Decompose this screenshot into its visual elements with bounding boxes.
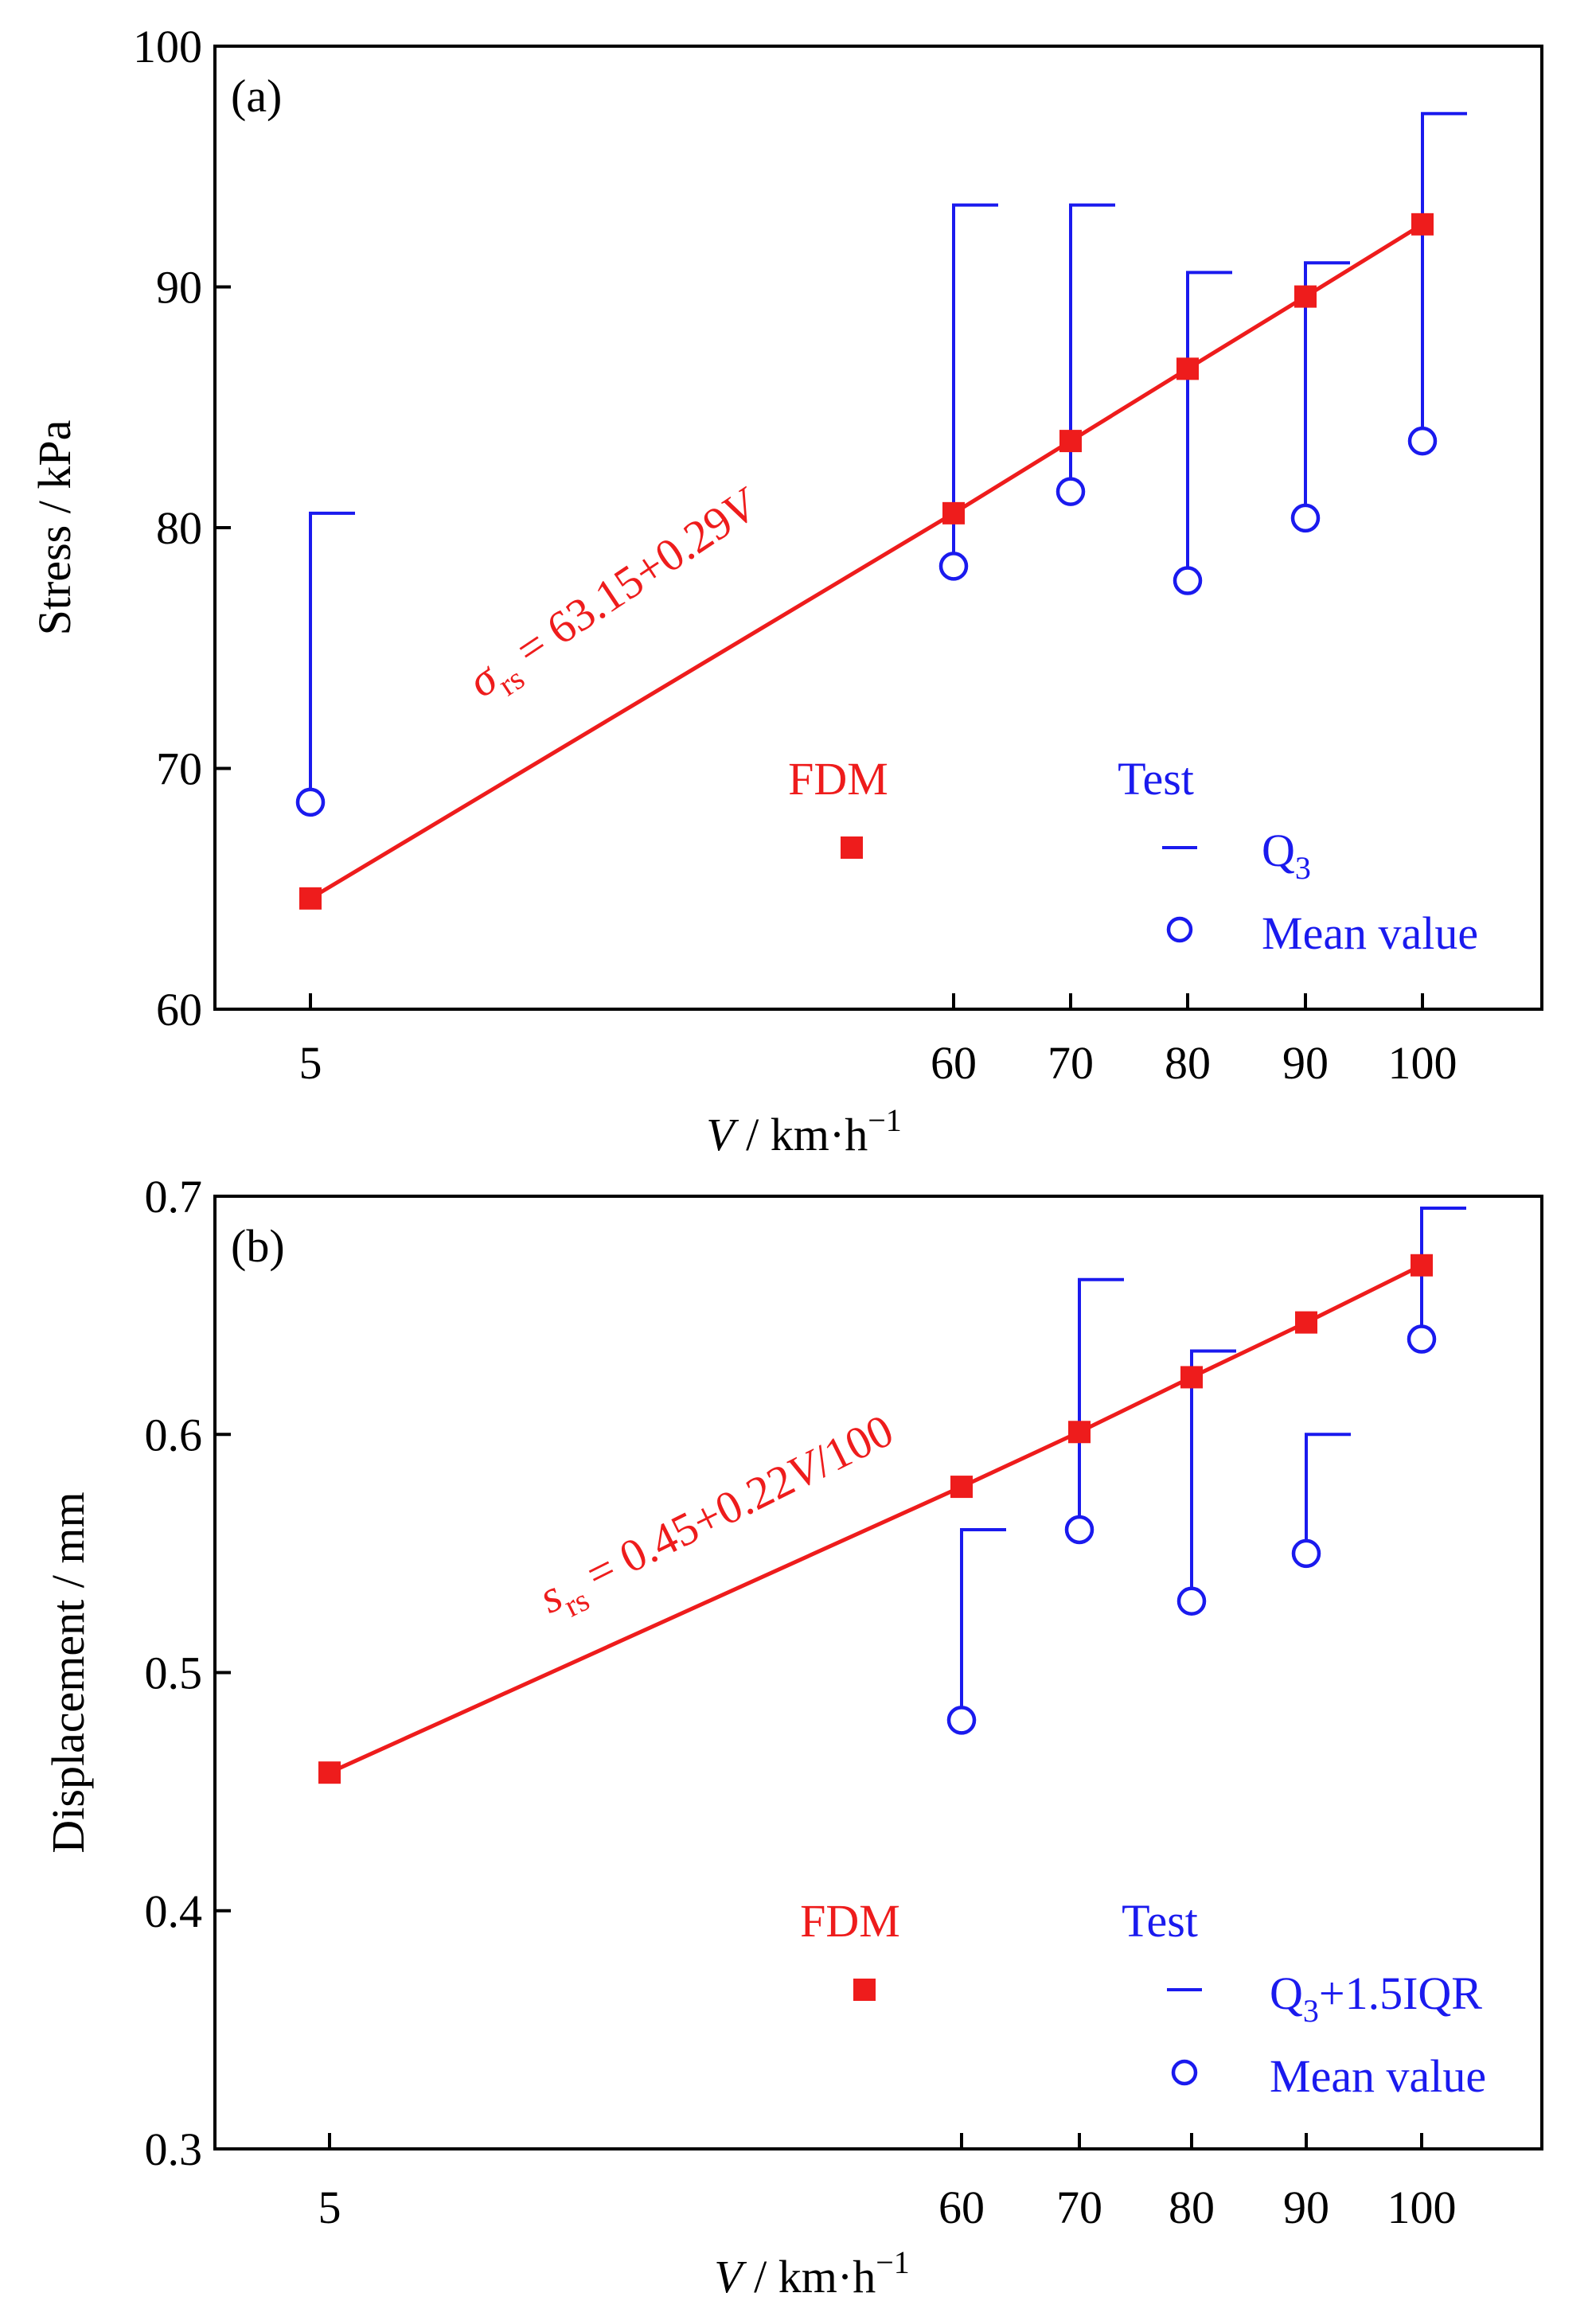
- x-tick-label: 80: [1169, 2182, 1215, 2233]
- legend-mean-label: Mean value: [1270, 2050, 1486, 2102]
- y-tick-label: 70: [156, 743, 202, 795]
- legend-q3-label: Q3: [1262, 825, 1311, 886]
- x-axis-title: V / km·h−1: [706, 1102, 902, 1160]
- legend-test-title: Test: [1122, 1895, 1198, 1947]
- fdm-point: [942, 501, 965, 524]
- fdm-point: [1059, 430, 1082, 453]
- x-tick-label: 90: [1282, 1037, 1329, 1089]
- legend-fdm-marker: [841, 836, 863, 859]
- test-mean-point: [946, 1706, 977, 1735]
- x-tick-label: 60: [931, 1037, 977, 1089]
- fdm-fit-line: [309, 222, 1424, 900]
- test-mean-point: [1176, 1586, 1207, 1616]
- x-tick-label: 60: [938, 2182, 985, 2233]
- fdm-point: [1068, 1421, 1091, 1444]
- test-mean-point: [1291, 1538, 1321, 1569]
- y-tick-label: 0.4: [145, 1885, 203, 1937]
- panel-label: (b): [231, 1220, 285, 1272]
- test-mean-point: [1173, 566, 1203, 595]
- fdm-point: [318, 1761, 341, 1784]
- y-axis-title: Displacement / mm: [42, 1491, 94, 1853]
- test-mean-point: [1290, 503, 1321, 533]
- y-tick-label: 0.5: [145, 1647, 203, 1699]
- fdm-point: [1411, 1254, 1433, 1277]
- x-axis-title: V / km·h−1: [714, 2244, 910, 2303]
- fdm-point: [1176, 357, 1199, 380]
- fdm-point: [1294, 285, 1317, 308]
- x-tick-label: 80: [1165, 1037, 1211, 1089]
- fdm-point: [1295, 1311, 1317, 1334]
- x-tick-label: 70: [1048, 1037, 1094, 1089]
- test-mean-point: [1407, 1324, 1437, 1354]
- fdm-point: [299, 887, 322, 910]
- y-tick-label: 60: [156, 984, 202, 1035]
- test-mean-point: [1064, 1515, 1094, 1545]
- test-mean-point: [1407, 426, 1438, 456]
- plot-frame: [213, 45, 1543, 1011]
- fit-equation: σrs = 63.15+0.29V: [458, 476, 775, 715]
- y-tick-label: 100: [133, 21, 202, 72]
- fdm-fit-line: [328, 1263, 1423, 1775]
- fdm-point: [1180, 1366, 1203, 1389]
- y-tick-label: 80: [156, 502, 202, 554]
- legend-fdm-title: FDM: [788, 753, 888, 805]
- legend-mean-label: Mean value: [1262, 907, 1478, 959]
- x-tick-label: 5: [318, 2182, 341, 2233]
- legend-q3-label: Q3+1.5IQR: [1270, 1967, 1482, 2029]
- y-tick-label: 0.6: [145, 1409, 203, 1460]
- panel-label: (a): [231, 70, 282, 122]
- legend-fdm-marker: [853, 1979, 876, 2001]
- x-tick-label: 100: [1387, 2182, 1457, 2233]
- x-tick-label: 5: [299, 1037, 322, 1089]
- y-tick-label: 0.7: [145, 1171, 203, 1222]
- y-tick-label: 90: [156, 262, 202, 314]
- fdm-point: [950, 1476, 973, 1499]
- test-mean-point: [938, 552, 969, 581]
- fdm-point: [1411, 213, 1434, 236]
- y-axis-title: Stress / kPa: [29, 420, 80, 636]
- test-mean-point: [1055, 477, 1086, 506]
- legend-mean-marker: [1171, 2059, 1198, 2086]
- x-tick-label: 70: [1056, 2182, 1102, 2233]
- x-tick-label: 90: [1283, 2182, 1329, 2233]
- panel-b: 0.3 0.4 0.5 0.6 0.7 5 60 70 80 90 100 Displacement …: [42, 1171, 1543, 2303]
- y-tick-label: 0.3: [145, 2123, 203, 2175]
- panel-a: 60 70 80 90 100 5 60 70 80 90 100 Stress / kPa V / k…: [29, 21, 1543, 1160]
- x-tick-label: 100: [1388, 1037, 1457, 1089]
- test-mean-point: [295, 787, 326, 817]
- legend-fdm-title: FDM: [800, 1895, 900, 1947]
- legend-test-title: Test: [1118, 753, 1194, 805]
- legend-mean-marker: [1166, 916, 1193, 943]
